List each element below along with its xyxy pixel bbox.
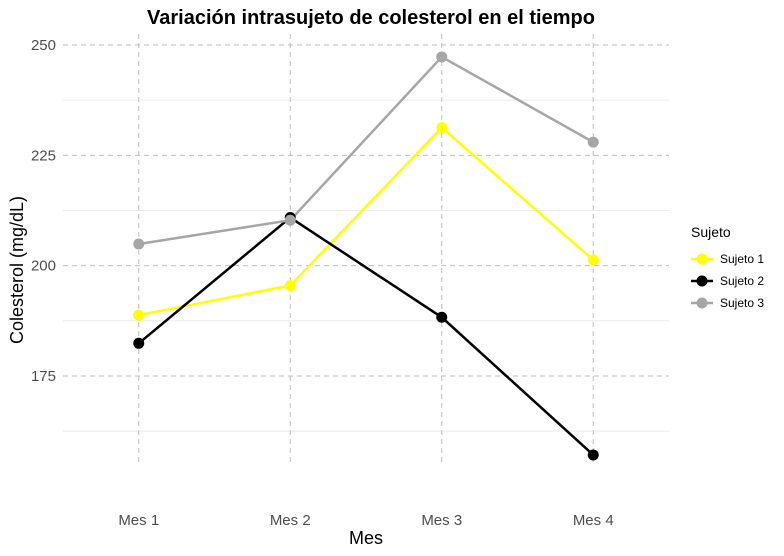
y-axis-ticks: 175 200 225 250 (31, 37, 56, 385)
x-tick-label: Mes 1 (118, 512, 159, 529)
data-point (436, 122, 448, 134)
series-line (138, 55, 594, 246)
data-point (284, 280, 296, 292)
data-point (587, 136, 599, 148)
legend-title: Sujeto (691, 224, 731, 240)
data-point (133, 337, 145, 349)
data-point (587, 254, 599, 266)
data-point (133, 238, 145, 250)
data-point (436, 311, 448, 323)
x-axis-ticks: Mes 1 Mes 2 Mes 3 Mes 4 (118, 512, 613, 529)
x-axis-title: Mes (349, 528, 383, 548)
legend-label: Sujeto 2 (720, 274, 764, 288)
legend-items: Sujeto 1 Sujeto 2 Sujeto 3 (691, 252, 764, 310)
x-tick-label: Mes 4 (573, 512, 614, 529)
series-line (138, 125, 595, 317)
legend-key-point (696, 297, 708, 309)
data-point (436, 51, 448, 63)
y-tick-label: 225 (31, 147, 56, 164)
y-tick-label: 250 (31, 37, 56, 54)
y-tick-label: 175 (31, 368, 56, 385)
legend-label: Sujeto 3 (720, 296, 764, 310)
y-tick-label: 200 (31, 258, 56, 275)
data-point (133, 309, 145, 321)
x-tick-label: Mes 3 (421, 512, 462, 529)
y-axis-title: Colesterol (mg/dL) (7, 196, 27, 344)
legend-label: Sujeto 1 (720, 252, 764, 266)
data-point (587, 449, 599, 461)
data-point (284, 214, 296, 226)
series-layer (133, 51, 599, 461)
x-tick-label: Mes 2 (270, 512, 311, 529)
legend: Sujeto Sujeto 1 Sujeto 2 Sujeto 3 (691, 224, 764, 310)
series-line (137, 216, 595, 456)
legend-key-point (696, 253, 708, 265)
chart-title: Variación intrasujeto de colesterol en e… (147, 7, 595, 29)
legend-key-point (696, 275, 708, 287)
